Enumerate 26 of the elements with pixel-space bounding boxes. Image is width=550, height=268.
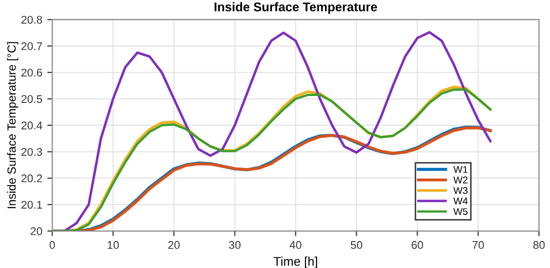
y-tick-label: 20.3: [21, 148, 42, 156]
y-tick-label: 20.1: [21, 200, 42, 209]
legend-label: W1: [453, 166, 468, 173]
legend-label: W5: [453, 208, 468, 215]
x-tick-label: 70: [472, 241, 484, 249]
x-tick-label: 80: [533, 241, 545, 249]
y-tick-label: 20.2: [21, 174, 42, 182]
x-tick-label: 60: [412, 241, 424, 249]
x-tick-label: 30: [229, 241, 241, 249]
y-tick-label: 20.5: [21, 95, 42, 103]
y-axis-title: Inside Surface Temperature [°C]: [7, 42, 18, 208]
legend-label: W4: [453, 198, 468, 204]
chart-title: Inside Surface Temperature: [214, 2, 378, 14]
x-tick-label: 0: [50, 241, 55, 249]
x-tick-label: 20: [168, 241, 180, 249]
x-tick-label: 50: [350, 241, 362, 249]
y-tick-label: 20.6: [21, 68, 42, 77]
y-tick-label: 20.7: [21, 42, 42, 50]
legend-label: W2: [453, 176, 468, 184]
x-tick-label: 40: [290, 241, 302, 249]
y-tick-label: 20.4: [21, 122, 42, 130]
x-axis-title: Time [h]: [274, 256, 318, 268]
legend-label: W3: [453, 187, 468, 194]
x-tick-label: 10: [108, 241, 119, 249]
y-tick-label: 20: [30, 227, 42, 236]
y-tick-label: 20.8: [21, 16, 42, 24]
